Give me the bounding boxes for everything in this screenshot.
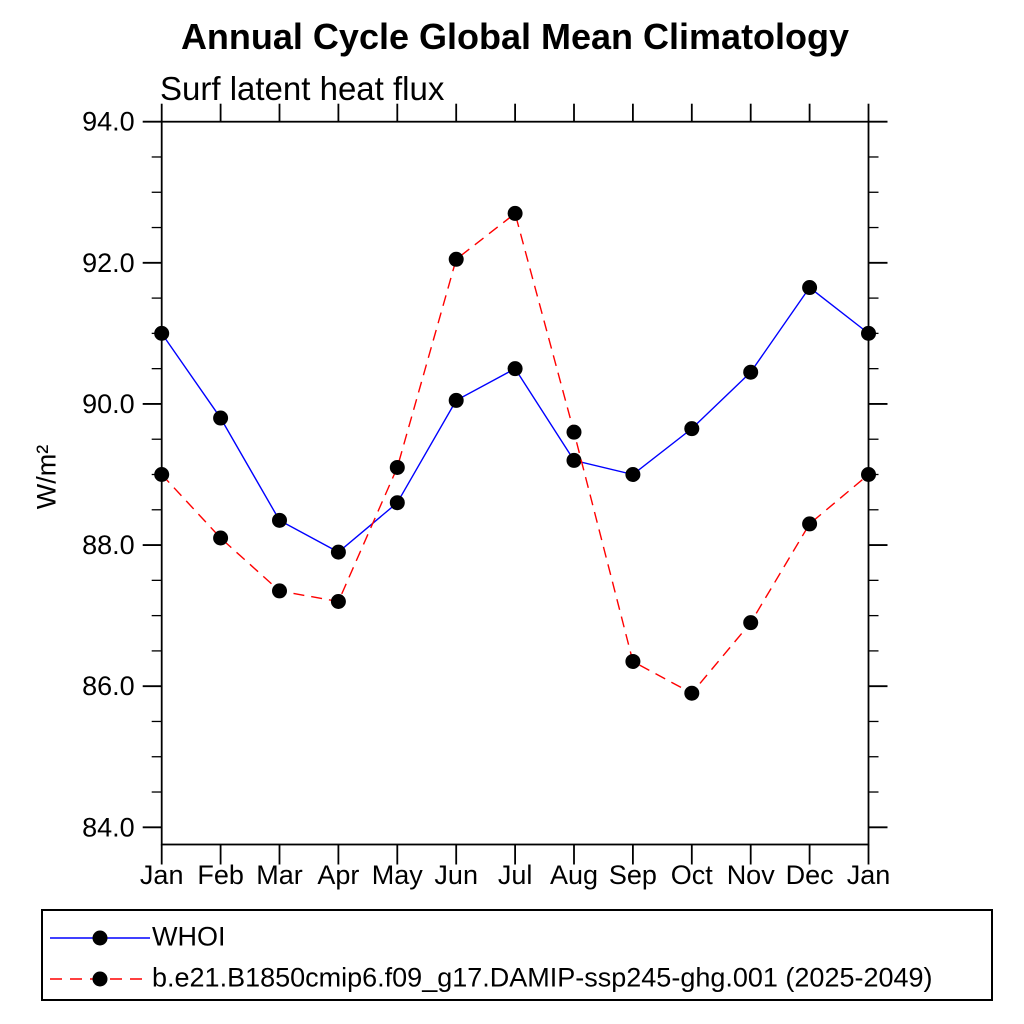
x-tick-label: Dec xyxy=(786,860,834,890)
legend-line-sample-solid xyxy=(50,930,150,946)
data-point-marker xyxy=(213,530,229,546)
data-point-marker xyxy=(154,325,170,341)
data-point-marker xyxy=(272,512,287,528)
data-point-marker xyxy=(861,325,876,341)
data-point-marker xyxy=(625,653,641,669)
chart-subtitle: Surf latent heat flux xyxy=(160,70,445,107)
x-tick-label: May xyxy=(372,860,424,890)
plot-frame xyxy=(160,120,870,846)
data-point-marker xyxy=(802,516,818,532)
x-tick-label: Jan xyxy=(847,860,891,890)
y-tick-label: 90.0 xyxy=(82,389,135,419)
series-line-model xyxy=(161,212,869,695)
x-tick-label: Jan xyxy=(140,860,184,890)
legend-marker-dot xyxy=(92,930,108,946)
data-point-marker xyxy=(507,361,523,377)
data-point-marker xyxy=(154,467,170,482)
series-line-whoi xyxy=(161,286,869,553)
data-point-marker xyxy=(743,615,759,631)
legend-entry-whoi: WHOI xyxy=(43,921,991,951)
data-point-marker xyxy=(743,364,759,380)
data-point-marker xyxy=(330,594,346,610)
x-tick-label: Apr xyxy=(317,860,359,890)
x-tick-label: Feb xyxy=(197,860,244,890)
data-point-marker xyxy=(684,421,700,437)
data-point-marker xyxy=(566,452,582,468)
legend-marker-dot xyxy=(92,971,108,987)
legend-entry-model: b.e21.B1850cmip6.f09_g17.DAMIP-ssp245-gh… xyxy=(43,962,991,992)
x-tick-label: Mar xyxy=(256,860,303,890)
y-tick-label: 88.0 xyxy=(82,530,135,560)
legend-box: WHOI b.e21.B1850cmip6.f09_g17.DAMIP-ssp2… xyxy=(41,909,993,1001)
data-point-marker xyxy=(861,467,876,482)
y-tick-label: 86.0 xyxy=(82,671,135,701)
chart-title: Annual Cycle Global Mean Climatology xyxy=(180,16,850,57)
x-tick-label: Jun xyxy=(434,860,478,890)
data-point-marker xyxy=(213,410,229,426)
y-tick-label: 94.0 xyxy=(82,107,135,137)
legend-label-model: b.e21.B1850cmip6.f09_g17.DAMIP-ssp245-gh… xyxy=(152,962,933,993)
data-point-marker xyxy=(389,495,405,511)
y-tick-label: 92.0 xyxy=(82,248,135,278)
legend-line-sample-dashed xyxy=(50,971,150,987)
data-point-marker xyxy=(272,583,287,599)
y-tick-label: 84.0 xyxy=(82,812,135,842)
data-point-marker xyxy=(802,280,818,296)
data-point-marker xyxy=(448,251,464,267)
data-point-marker xyxy=(625,467,641,482)
x-tick-label: Aug xyxy=(550,860,598,890)
data-point-marker xyxy=(389,459,405,475)
data-point-marker xyxy=(507,205,523,221)
x-tick-label: Nov xyxy=(727,860,776,890)
data-point-marker xyxy=(684,685,700,701)
data-point-marker xyxy=(448,392,464,408)
data-point-marker xyxy=(330,544,346,560)
data-point-marker xyxy=(566,424,582,440)
x-tick-label: Jul xyxy=(498,860,533,890)
x-tick-label: Sep xyxy=(609,860,657,890)
x-tick-label: Oct xyxy=(671,860,714,890)
legend-label-whoi: WHOI xyxy=(152,921,226,952)
